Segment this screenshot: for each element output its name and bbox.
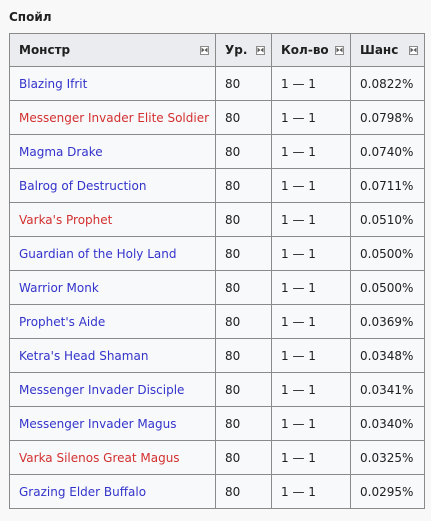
cell-monster: Balrog of Destruction [9, 168, 216, 203]
cell-quantity: 1 — 1 [271, 66, 351, 101]
table-row: Magma Drake 80 1 — 1 0.0740% [9, 134, 425, 169]
monster-link[interactable]: Messenger Invader Disciple [19, 382, 185, 397]
cell-chance: 0.0500% [350, 236, 425, 271]
cell-chance: 0.0711% [350, 168, 425, 203]
column-header-chance[interactable]: Шанс [350, 33, 425, 67]
table-row: Messenger Invader Disciple 80 1 — 1 0.0341% [9, 372, 425, 407]
spoil-table: Монстр Ур. Кол-во [9, 33, 425, 509]
monster-link[interactable]: Warrior Monk [19, 280, 99, 295]
sort-icon[interactable] [335, 45, 344, 55]
cell-monster: Magma Drake [9, 134, 216, 169]
cell-level: 80 [215, 100, 272, 135]
cell-level: 80 [215, 66, 272, 101]
monster-link[interactable]: Balrog of Destruction [19, 178, 147, 193]
column-header-level[interactable]: Ур. [215, 33, 272, 67]
cell-quantity: 1 — 1 [271, 202, 351, 237]
column-header-label: Кол-во [281, 43, 329, 57]
cell-level: 80 [215, 406, 272, 441]
monster-link[interactable]: Prophet's Aide [19, 314, 106, 329]
cell-quantity: 1 — 1 [271, 338, 351, 373]
cell-level: 80 [215, 134, 272, 169]
table-row: Warrior Monk 80 1 — 1 0.0500% [9, 270, 425, 305]
cell-quantity: 1 — 1 [271, 236, 351, 271]
monster-link[interactable]: Grazing Elder Buffalo [19, 484, 147, 499]
cell-level: 80 [215, 270, 272, 305]
table-row: Guardian of the Holy Land 80 1 — 1 0.0500% [9, 236, 425, 271]
cell-quantity: 1 — 1 [271, 406, 351, 441]
cell-quantity: 1 — 1 [271, 270, 351, 305]
cell-monster: Ketra's Head Shaman [9, 338, 216, 373]
cell-monster: Varka's Prophet [9, 202, 216, 237]
section-title: Спойл [9, 10, 52, 24]
cell-level: 80 [215, 440, 272, 475]
sort-icon[interactable] [409, 45, 418, 55]
cell-monster: Messenger Invader Elite Soldier [9, 100, 216, 135]
sort-icon[interactable] [200, 45, 209, 55]
cell-monster: Warrior Monk [9, 270, 216, 305]
cell-monster: Messenger Invader Disciple [9, 372, 216, 407]
cell-level: 80 [215, 202, 272, 237]
cell-monster: Grazing Elder Buffalo [9, 474, 216, 509]
cell-level: 80 [215, 168, 272, 203]
table-row: Ketra's Head Shaman 80 1 — 1 0.0348% [9, 338, 425, 373]
cell-quantity: 1 — 1 [271, 372, 351, 407]
cell-chance: 0.0510% [350, 202, 425, 237]
cell-quantity: 1 — 1 [271, 100, 351, 135]
cell-level: 80 [215, 236, 272, 271]
cell-chance: 0.0369% [350, 304, 425, 339]
table-row: Varka's Prophet 80 1 — 1 0.0510% [9, 202, 425, 237]
cell-quantity: 1 — 1 [271, 474, 351, 509]
cell-chance: 0.0325% [350, 440, 425, 475]
sort-icon[interactable] [256, 45, 265, 55]
cell-monster: Guardian of the Holy Land [9, 236, 216, 271]
table-row: Balrog of Destruction 80 1 — 1 0.0711% [9, 168, 425, 203]
monster-link[interactable]: Messenger Invader Elite Soldier [19, 110, 210, 125]
table-row: Varka Silenos Great Magus 80 1 — 1 0.0325% [9, 440, 425, 475]
table-row: Messenger Invader Elite Soldier 80 1 — 1 0.… [9, 100, 425, 135]
cell-monster: Varka Silenos Great Magus [9, 440, 216, 475]
table-body: Blazing Ifrit 80 1 — 1 0.0822% Messenger Inv… [9, 66, 425, 509]
cell-chance: 0.0798% [350, 100, 425, 135]
cell-monster: Blazing Ifrit [9, 66, 216, 101]
monster-link[interactable]: Magma Drake [19, 144, 103, 159]
cell-quantity: 1 — 1 [271, 134, 351, 169]
table-header-row: Монстр Ур. Кол-во [9, 33, 425, 67]
monster-link[interactable]: Guardian of the Holy Land [19, 246, 177, 261]
cell-chance: 0.0500% [350, 270, 425, 305]
cell-quantity: 1 — 1 [271, 168, 351, 203]
monster-link[interactable]: Varka's Prophet [19, 212, 113, 227]
table-row: Messenger Invader Magus 80 1 — 1 0.0340% [9, 406, 425, 441]
cell-level: 80 [215, 474, 272, 509]
table-row: Grazing Elder Buffalo 80 1 — 1 0.0295% [9, 474, 425, 509]
cell-chance: 0.0348% [350, 338, 425, 373]
cell-chance: 0.0341% [350, 372, 425, 407]
monster-link[interactable]: Varka Silenos Great Magus [19, 450, 180, 465]
column-header-label: Ур. [225, 43, 248, 57]
cell-chance: 0.0295% [350, 474, 425, 509]
cell-chance: 0.0740% [350, 134, 425, 169]
monster-link[interactable]: Blazing Ifrit [19, 76, 88, 91]
cell-chance: 0.0340% [350, 406, 425, 441]
column-header-label: Монстр [19, 43, 71, 57]
cell-quantity: 1 — 1 [271, 304, 351, 339]
cell-monster: Messenger Invader Magus [9, 406, 216, 441]
table-row: Prophet's Aide 80 1 — 1 0.0369% [9, 304, 425, 339]
cell-quantity: 1 — 1 [271, 440, 351, 475]
cell-level: 80 [215, 304, 272, 339]
column-header-monster[interactable]: Монстр [9, 33, 216, 67]
table-row: Blazing Ifrit 80 1 — 1 0.0822% [9, 66, 425, 101]
monster-link[interactable]: Messenger Invader Magus [19, 416, 177, 431]
monster-link[interactable]: Ketra's Head Shaman [19, 348, 149, 363]
cell-chance: 0.0822% [350, 66, 425, 101]
cell-level: 80 [215, 338, 272, 373]
cell-level: 80 [215, 372, 272, 407]
column-header-label: Шанс [360, 43, 399, 57]
cell-monster: Prophet's Aide [9, 304, 216, 339]
column-header-quantity[interactable]: Кол-во [271, 33, 351, 67]
